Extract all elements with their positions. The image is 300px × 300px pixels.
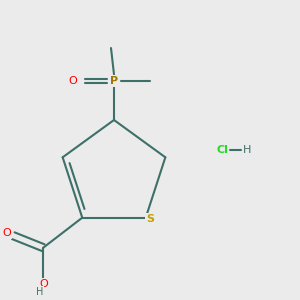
Text: H: H — [242, 145, 251, 155]
Text: S: S — [146, 214, 154, 224]
Text: P: P — [110, 76, 118, 86]
Text: O: O — [2, 228, 11, 238]
Text: Cl: Cl — [216, 145, 228, 155]
Text: H: H — [36, 287, 43, 297]
Text: O: O — [68, 76, 77, 86]
Text: O: O — [39, 279, 48, 289]
